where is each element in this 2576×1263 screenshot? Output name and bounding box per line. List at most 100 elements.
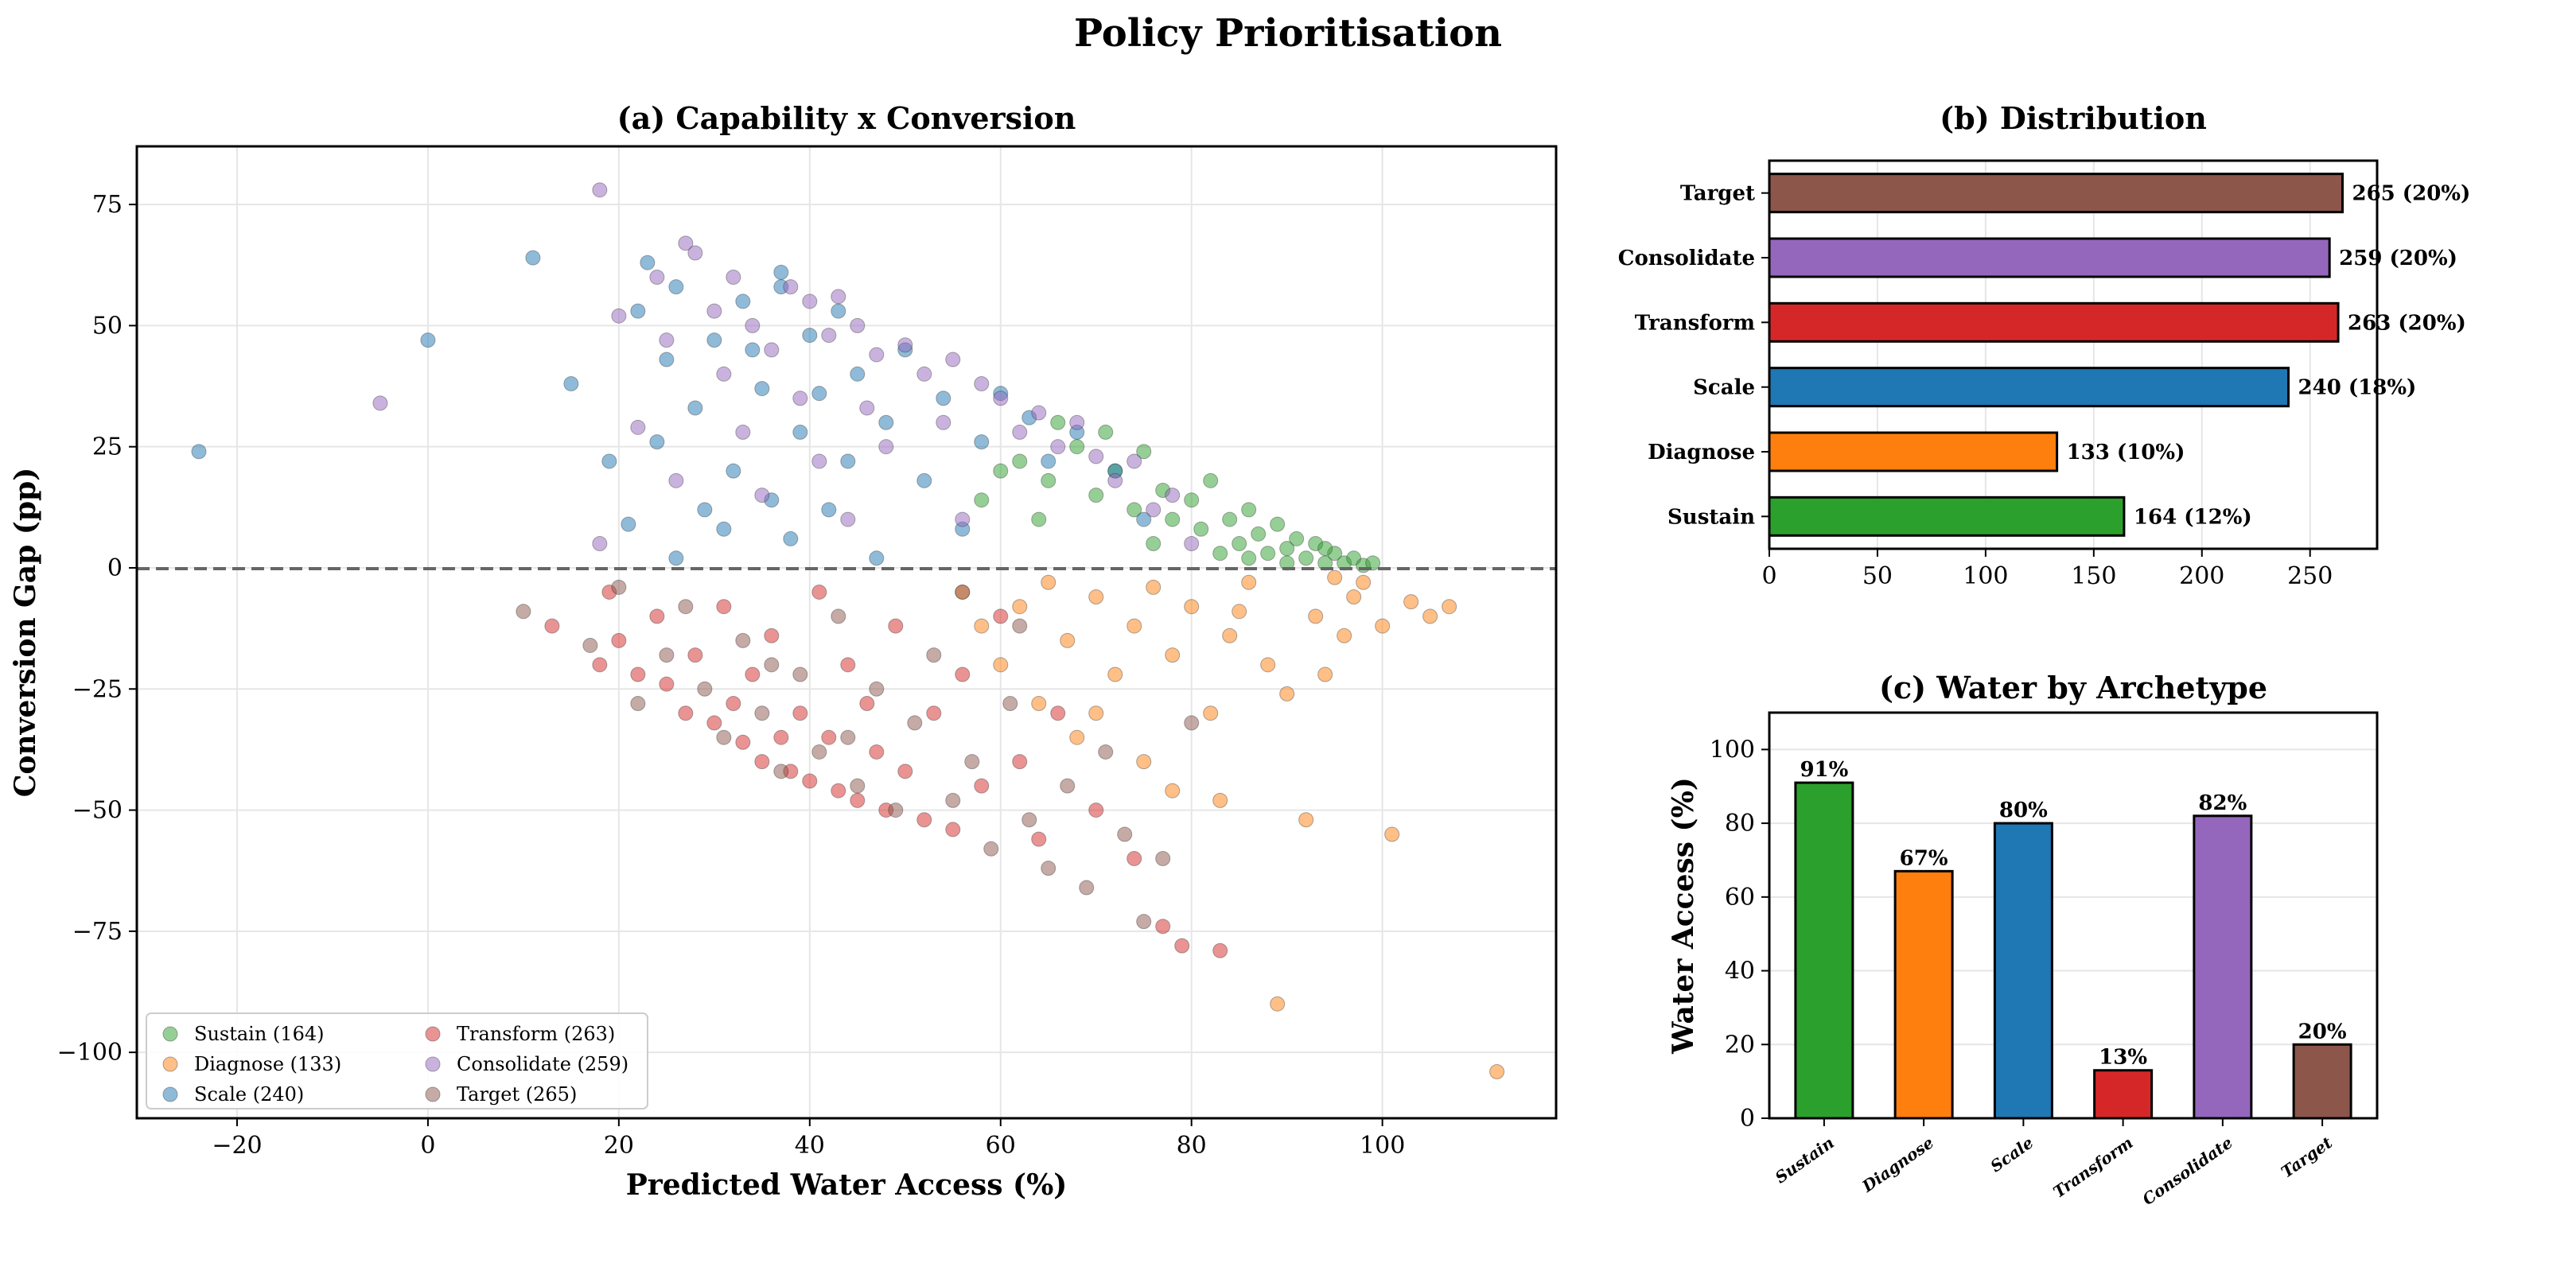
x-tick-label: 200	[2179, 562, 2224, 590]
scatter-point	[1212, 546, 1228, 562]
scatter-legend: Sustain (164) Diagnose (133) Scale (240) Tr…	[146, 1012, 648, 1109]
scatter-point	[1155, 919, 1171, 935]
scatter-point	[1060, 632, 1076, 648]
scatter-point	[983, 841, 999, 857]
scatter-point	[945, 792, 961, 808]
scatter-point	[735, 424, 751, 440]
scatter-point	[1241, 502, 1257, 518]
scatter-point	[811, 584, 827, 600]
scatter-point	[1289, 530, 1305, 546]
scatter-point	[1365, 555, 1381, 571]
scatter-point	[1012, 599, 1028, 615]
scatter-point	[1193, 521, 1209, 537]
scatter-point	[1317, 666, 1333, 682]
scatter-point	[697, 681, 713, 697]
scatter-point	[955, 666, 971, 682]
legend-marker	[162, 1056, 178, 1072]
distribution-panel: 164 (12%) 133 (10%) 240 (18%) 263 (20%) 259 …	[1618, 100, 2471, 590]
scatter-point	[1041, 453, 1056, 469]
scatter-point	[1107, 472, 1123, 488]
scatter-point	[1155, 850, 1171, 866]
bar-value-label: 240 (18%)	[2298, 376, 2417, 400]
x-tick-label: Transform	[2049, 1133, 2136, 1201]
scatter-point	[1241, 574, 1257, 590]
scatter-point	[955, 584, 971, 600]
scatter-point	[592, 536, 608, 552]
scatter-point	[802, 293, 818, 309]
scatter-point	[993, 657, 1009, 673]
scatter-point	[802, 773, 818, 789]
scatter-point	[1356, 574, 1372, 590]
scatter-point	[716, 366, 732, 382]
x-tick-label: 100	[1360, 1132, 1405, 1160]
scatter-point	[592, 182, 608, 198]
scatter-point	[1012, 424, 1028, 440]
water-bars: 91% 67% 80% 13% 82% 20%	[1794, 758, 2352, 1120]
scatter-point	[869, 347, 885, 363]
scatter-point	[1327, 569, 1343, 585]
scatter-point	[792, 424, 808, 440]
scatter-point	[907, 715, 923, 731]
x-tick-label: 150	[2071, 562, 2116, 590]
scatter-point	[563, 375, 579, 391]
scatter-point	[697, 502, 713, 518]
bar-value-label: 133 (10%)	[2067, 441, 2185, 464]
scatter-point	[1041, 574, 1056, 590]
scatter-point	[1127, 618, 1142, 634]
scatter-point	[878, 414, 894, 430]
legend-label: Consolidate (259)	[457, 1053, 628, 1075]
scatter-point	[1279, 686, 1295, 701]
scatter-point	[706, 332, 722, 348]
scatter-point	[1050, 439, 1066, 455]
scatter-point	[1069, 729, 1085, 745]
scatter-point	[1069, 414, 1085, 430]
scatter-point	[1241, 550, 1257, 566]
legend-marker	[162, 1086, 178, 1102]
scatter-point	[1222, 628, 1238, 643]
water-frame	[1768, 711, 2379, 1120]
scatter-point	[754, 705, 770, 721]
scatter-point	[1127, 502, 1142, 518]
scatter-point	[754, 381, 770, 397]
scatter-point	[916, 812, 932, 828]
series-scale	[191, 250, 1152, 566]
scatter-point	[1041, 472, 1056, 488]
scatter-point	[1346, 589, 1362, 605]
scatter-point	[802, 328, 818, 344]
scatter-point	[544, 618, 560, 634]
bar-value-label: 164 (12%)	[2134, 505, 2252, 529]
scatter-point	[659, 352, 675, 367]
scatter-point	[372, 395, 388, 411]
scatter-point	[850, 792, 866, 808]
scatter-xlabel: Predicted Water Access (%)	[626, 1168, 1068, 1202]
scatter-point	[974, 434, 990, 450]
scatter-point	[745, 666, 761, 682]
bar-value-label: 20%	[2298, 1020, 2347, 1043]
legend-label: Target (265)	[457, 1083, 577, 1106]
bar-scale	[1768, 367, 2290, 408]
y-tick-label: 0	[1740, 1105, 1755, 1133]
scatter-point	[1136, 914, 1152, 930]
scatter-point	[1050, 705, 1066, 721]
scatter-point	[840, 729, 856, 745]
scatter-point	[850, 317, 866, 333]
scatter-point	[1174, 938, 1190, 954]
y-tick-label: Transform	[1635, 311, 1755, 335]
scatter-point	[735, 293, 751, 309]
scatter-point	[1136, 511, 1152, 527]
scatter-point	[897, 337, 913, 353]
scatter-point	[601, 453, 617, 469]
scatter-point	[726, 696, 741, 712]
scatter-point	[1088, 802, 1104, 818]
scatter-point	[945, 352, 961, 367]
x-tick-label: Scale	[1986, 1133, 2037, 1176]
scatter-point	[649, 608, 665, 624]
bar-sustain	[1794, 781, 1854, 1120]
scatter-point	[678, 235, 694, 251]
scatter-title: (a) Capability x Conversion	[617, 100, 1076, 136]
x-tick-label: 50	[1862, 562, 1893, 590]
scatter-point	[640, 255, 656, 270]
scatter-point	[821, 729, 837, 745]
scatter-point	[525, 250, 541, 266]
